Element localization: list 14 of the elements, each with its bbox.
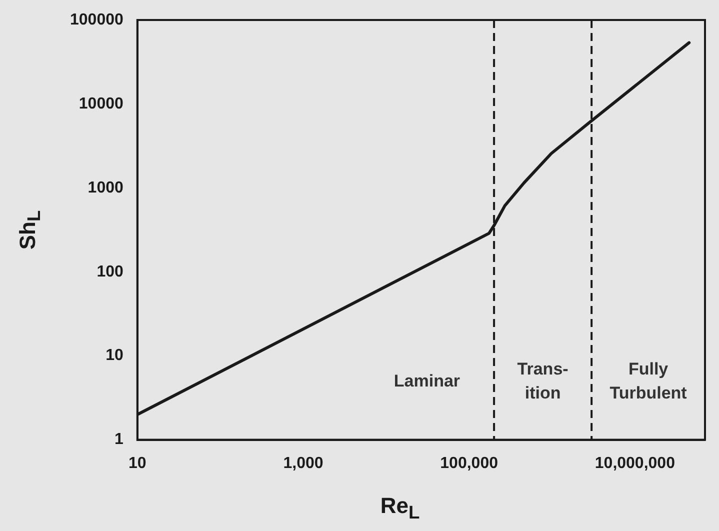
annotation: Laminar [394,371,460,390]
x-tick-label: 100,000 [440,454,498,472]
y-tick-label: 100 [96,263,124,280]
y-tick-label: 10 [106,347,124,364]
y-tick-label: 100000 [70,11,124,28]
y-tick-label: 10000 [78,95,124,112]
x-tick-label: 1,000 [283,454,324,472]
x-axis-title: Re$_{L}$ [380,492,420,523]
annotation: Fully Turbulent [610,359,688,402]
annotation: Trans- ition [517,359,568,402]
y-tick-label: 1000 [88,179,124,196]
x-tick-label: 10 [128,454,146,472]
y-tick-label: 1 [114,431,124,448]
x-tick-label: 10,000,000 [594,454,676,472]
